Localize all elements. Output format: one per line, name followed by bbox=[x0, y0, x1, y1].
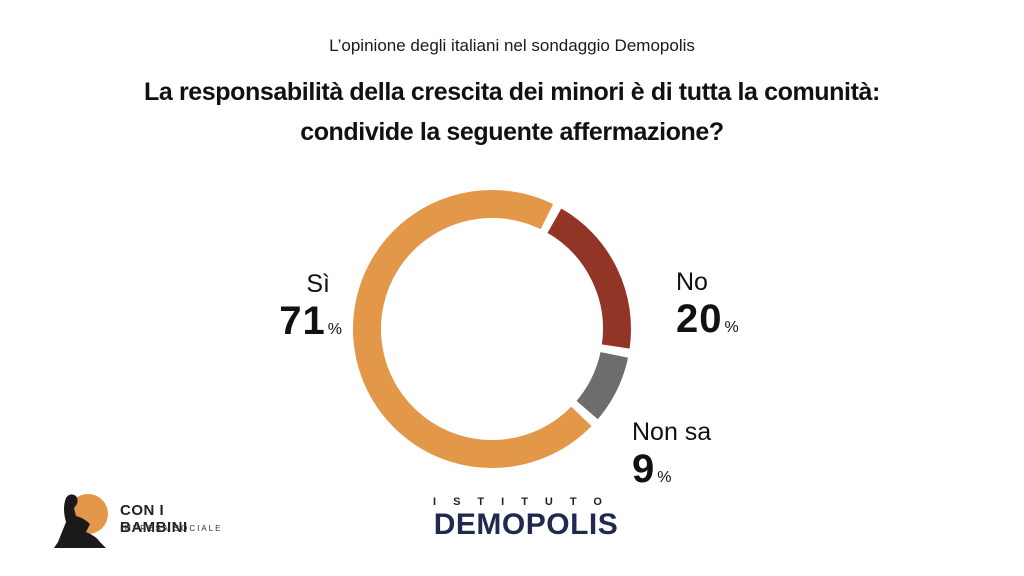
label-non-sa-name: Non sa bbox=[632, 418, 712, 446]
demopolis-logo: ISTITUTO DEMOPOLIS bbox=[396, 496, 656, 546]
subtitle: L’opinione degli italiani nel sondaggio … bbox=[329, 36, 695, 55]
label-non-sa: Non sa 9% bbox=[632, 418, 711, 492]
label-si: Sì 71% bbox=[262, 270, 342, 344]
donut-slice-no bbox=[544, 205, 633, 351]
label-si-value: 71 bbox=[279, 299, 326, 343]
chart-title: La responsabilità della crescita dei min… bbox=[0, 72, 1024, 152]
con-i-bambini-logo: CON I BAMBINI IMPRESA SOCIALE bbox=[52, 488, 232, 552]
title-line-1: La responsabilità della crescita dei min… bbox=[144, 78, 880, 106]
logo-center-main: DEMOPOLIS bbox=[433, 508, 619, 541]
label-no: No 20% bbox=[676, 268, 739, 342]
logo-center-top: ISTITUTO bbox=[433, 496, 619, 508]
label-si-unit: % bbox=[327, 321, 342, 338]
label-non-sa-unit: % bbox=[657, 469, 672, 486]
donut-slice-non-sa bbox=[573, 349, 631, 423]
label-no-value: 20 bbox=[676, 297, 723, 341]
child-reading-icon bbox=[54, 494, 108, 548]
logo-left-brand: CON I BAMBINI bbox=[120, 502, 188, 536]
label-no-unit: % bbox=[724, 319, 739, 336]
label-si-name: Sì bbox=[306, 270, 330, 298]
logo-left-sub: IMPRESA SOCIALE bbox=[120, 524, 223, 533]
title-line-2: condivide la seguente affermazione? bbox=[300, 118, 724, 146]
label-no-name: No bbox=[676, 268, 708, 296]
donut-slice-s- bbox=[351, 188, 595, 470]
label-non-sa-value: 9 bbox=[632, 447, 656, 491]
